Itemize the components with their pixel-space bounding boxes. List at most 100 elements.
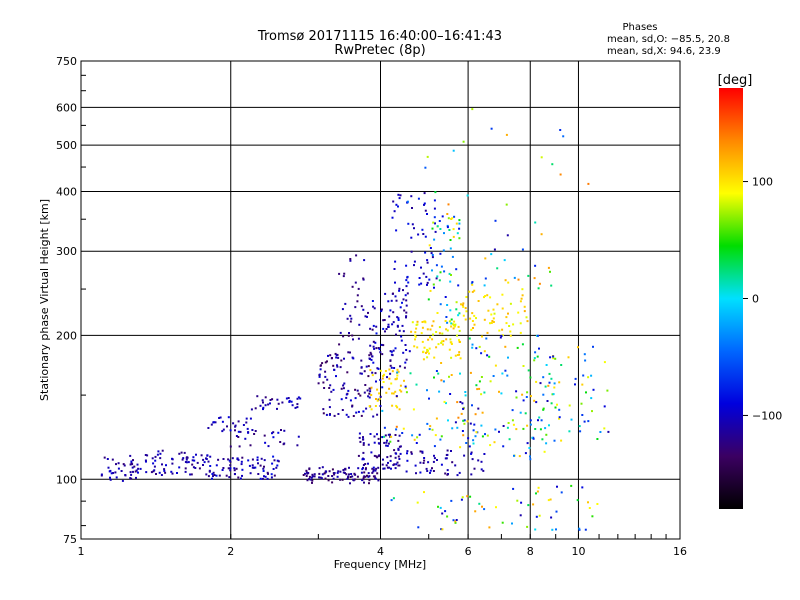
- data-point: [538, 416, 541, 419]
- data-point: [359, 372, 362, 375]
- data-point: [494, 428, 497, 431]
- data-point: [242, 424, 245, 426]
- data-point: [391, 370, 394, 373]
- data-point: [481, 335, 483, 338]
- data-point: [544, 427, 547, 430]
- data-point: [130, 477, 133, 480]
- data-point: [322, 408, 325, 411]
- data-point: [374, 405, 377, 407]
- data-point: [542, 393, 545, 396]
- data-point: [271, 462, 274, 465]
- data-point: [475, 317, 477, 320]
- data-point: [462, 314, 465, 317]
- data-point: [432, 320, 435, 323]
- data-point: [465, 310, 468, 313]
- data-point: [137, 471, 139, 474]
- data-point: [556, 403, 558, 406]
- data-point: [371, 355, 374, 358]
- data-point: [399, 306, 402, 309]
- data-point: [355, 411, 358, 414]
- data-point: [407, 222, 410, 225]
- data-point: [444, 296, 447, 298]
- data-point: [540, 419, 543, 422]
- data-point: [480, 393, 483, 396]
- data-point: [377, 398, 380, 401]
- data-point: [245, 417, 248, 420]
- data-point: [269, 399, 272, 401]
- data-point: [431, 269, 433, 272]
- data-point: [392, 497, 395, 500]
- data-point: [415, 442, 418, 444]
- data-point: [326, 378, 329, 381]
- data-point: [229, 429, 232, 432]
- data-point: [488, 526, 491, 529]
- data-point: [396, 324, 399, 327]
- colorbar-label: [deg]: [718, 73, 753, 88]
- data-point: [397, 205, 399, 208]
- data-point: [362, 478, 365, 481]
- data-point: [470, 282, 473, 285]
- data-point: [405, 315, 408, 318]
- data-point: [270, 473, 273, 476]
- data-point: [504, 345, 507, 348]
- data-point: [294, 406, 297, 409]
- data-point: [372, 305, 375, 308]
- data-point: [367, 395, 370, 398]
- data-point: [154, 455, 157, 458]
- data-point: [438, 279, 441, 282]
- data-point: [539, 382, 542, 385]
- data-point: [277, 460, 280, 463]
- data-point: [585, 391, 587, 394]
- data-point: [461, 402, 464, 405]
- data-point: [519, 322, 522, 325]
- data-point: [352, 478, 355, 481]
- data-point: [357, 454, 360, 457]
- data-point: [336, 364, 338, 367]
- data-point: [489, 380, 492, 383]
- data-point: [443, 232, 445, 235]
- data-point: [410, 330, 413, 333]
- data-point: [373, 347, 376, 350]
- data-point: [410, 236, 413, 239]
- data-point: [432, 221, 435, 224]
- data-point: [406, 450, 409, 453]
- data-point: [392, 200, 395, 203]
- data-point: [450, 318, 453, 321]
- data-point: [247, 459, 250, 462]
- data-point: [367, 462, 369, 465]
- data-point: [308, 475, 311, 478]
- data-point: [171, 462, 174, 465]
- data-point: [313, 473, 316, 476]
- data-point: [219, 416, 222, 419]
- data-point: [269, 402, 271, 405]
- data-point: [517, 311, 520, 314]
- data-point: [241, 474, 243, 477]
- data-point: [407, 281, 410, 284]
- data-point: [469, 317, 472, 320]
- data-point: [421, 228, 424, 231]
- data-point: [370, 358, 373, 361]
- data-point: [132, 470, 134, 473]
- data-point: [576, 499, 579, 502]
- data-point: [215, 464, 218, 467]
- data-point: [478, 387, 481, 390]
- data-point: [241, 468, 244, 471]
- data-point: [285, 397, 288, 400]
- data-point: [434, 434, 437, 437]
- data-point: [211, 473, 214, 475]
- data-point: [371, 300, 374, 302]
- data-point: [325, 470, 328, 473]
- data-point: [494, 364, 497, 367]
- data-point: [382, 458, 384, 461]
- data-point: [368, 475, 371, 478]
- data-point: [209, 465, 212, 467]
- data-point: [356, 294, 359, 297]
- data-point: [383, 441, 386, 444]
- data-point: [155, 473, 157, 475]
- data-point: [211, 477, 213, 480]
- data-point: [372, 345, 375, 348]
- data-point: [410, 195, 413, 198]
- data-point: [366, 474, 368, 477]
- data-point: [481, 435, 484, 438]
- data-point: [439, 506, 442, 509]
